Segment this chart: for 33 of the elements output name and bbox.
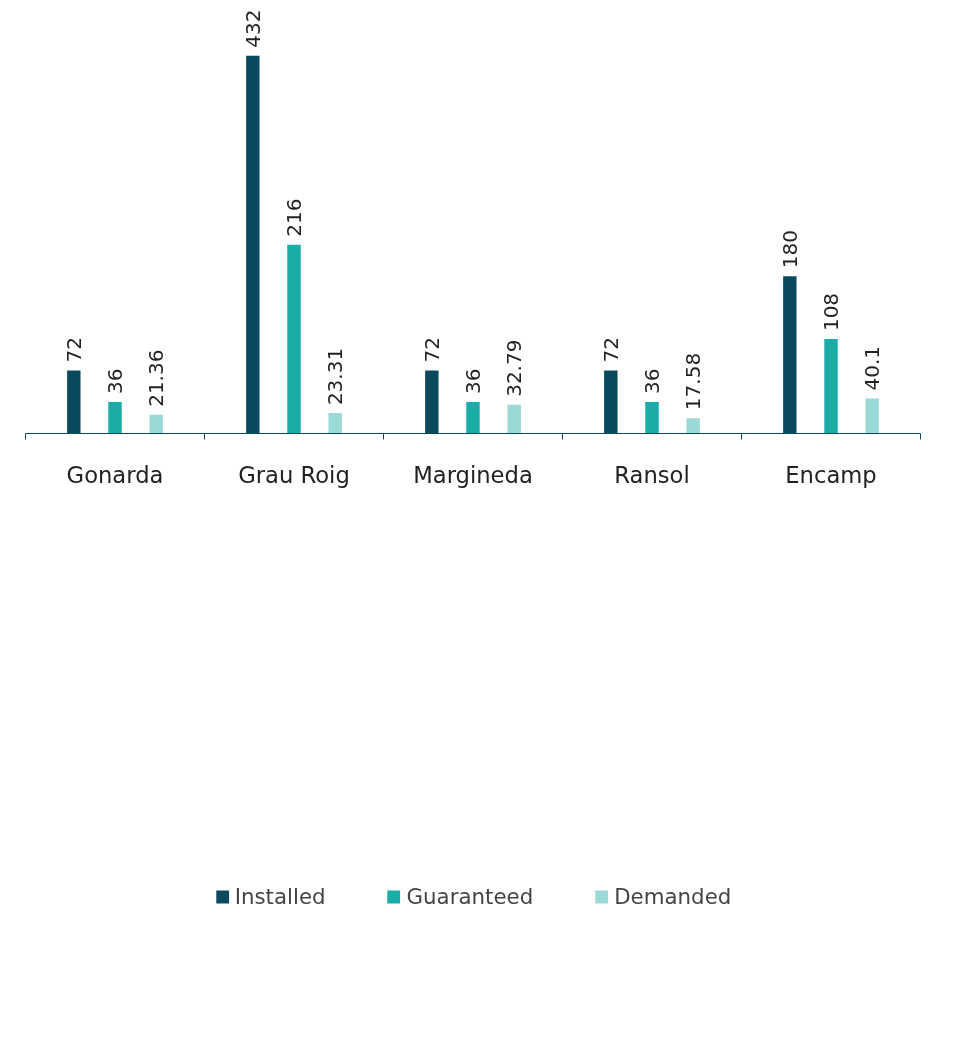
bar <box>287 244 301 434</box>
data-label: 32.79 <box>502 339 527 397</box>
data-label: 72 <box>419 337 444 363</box>
bar <box>865 398 879 434</box>
legend-label: Guaranteed <box>406 883 534 909</box>
x-tick-label: Grau Roig <box>238 461 350 488</box>
x-tick-label: Encamp <box>785 461 877 488</box>
bar <box>507 404 521 434</box>
x-tick-label: Gonarda <box>66 461 164 488</box>
data-label: 40.1 <box>860 345 885 391</box>
data-label: 36 <box>103 368 127 395</box>
data-label: 72 <box>598 337 623 363</box>
x-tick-label: Ransol <box>614 461 690 488</box>
bar <box>686 418 700 434</box>
legend-label: Demanded <box>614 883 732 909</box>
x-tick-label: Margineda <box>413 461 533 488</box>
data-label: 108 <box>819 292 843 332</box>
data-label: 432 <box>240 9 265 48</box>
data-label: 17.58 <box>681 352 706 411</box>
data-label: 23.31 <box>323 347 348 406</box>
bar <box>824 339 838 434</box>
data-label: 36 <box>640 368 664 395</box>
bar <box>328 413 342 434</box>
bar <box>108 402 122 434</box>
bar <box>149 414 163 434</box>
data-label: 72 <box>61 337 86 363</box>
data-label: 36 <box>461 368 485 395</box>
legend-label: Installed <box>234 883 326 909</box>
data-label: 21.36 <box>144 349 169 407</box>
bar <box>645 402 659 434</box>
bar <box>466 402 480 434</box>
data-label: 180 <box>777 229 802 269</box>
data-label: 216 <box>282 198 306 237</box>
